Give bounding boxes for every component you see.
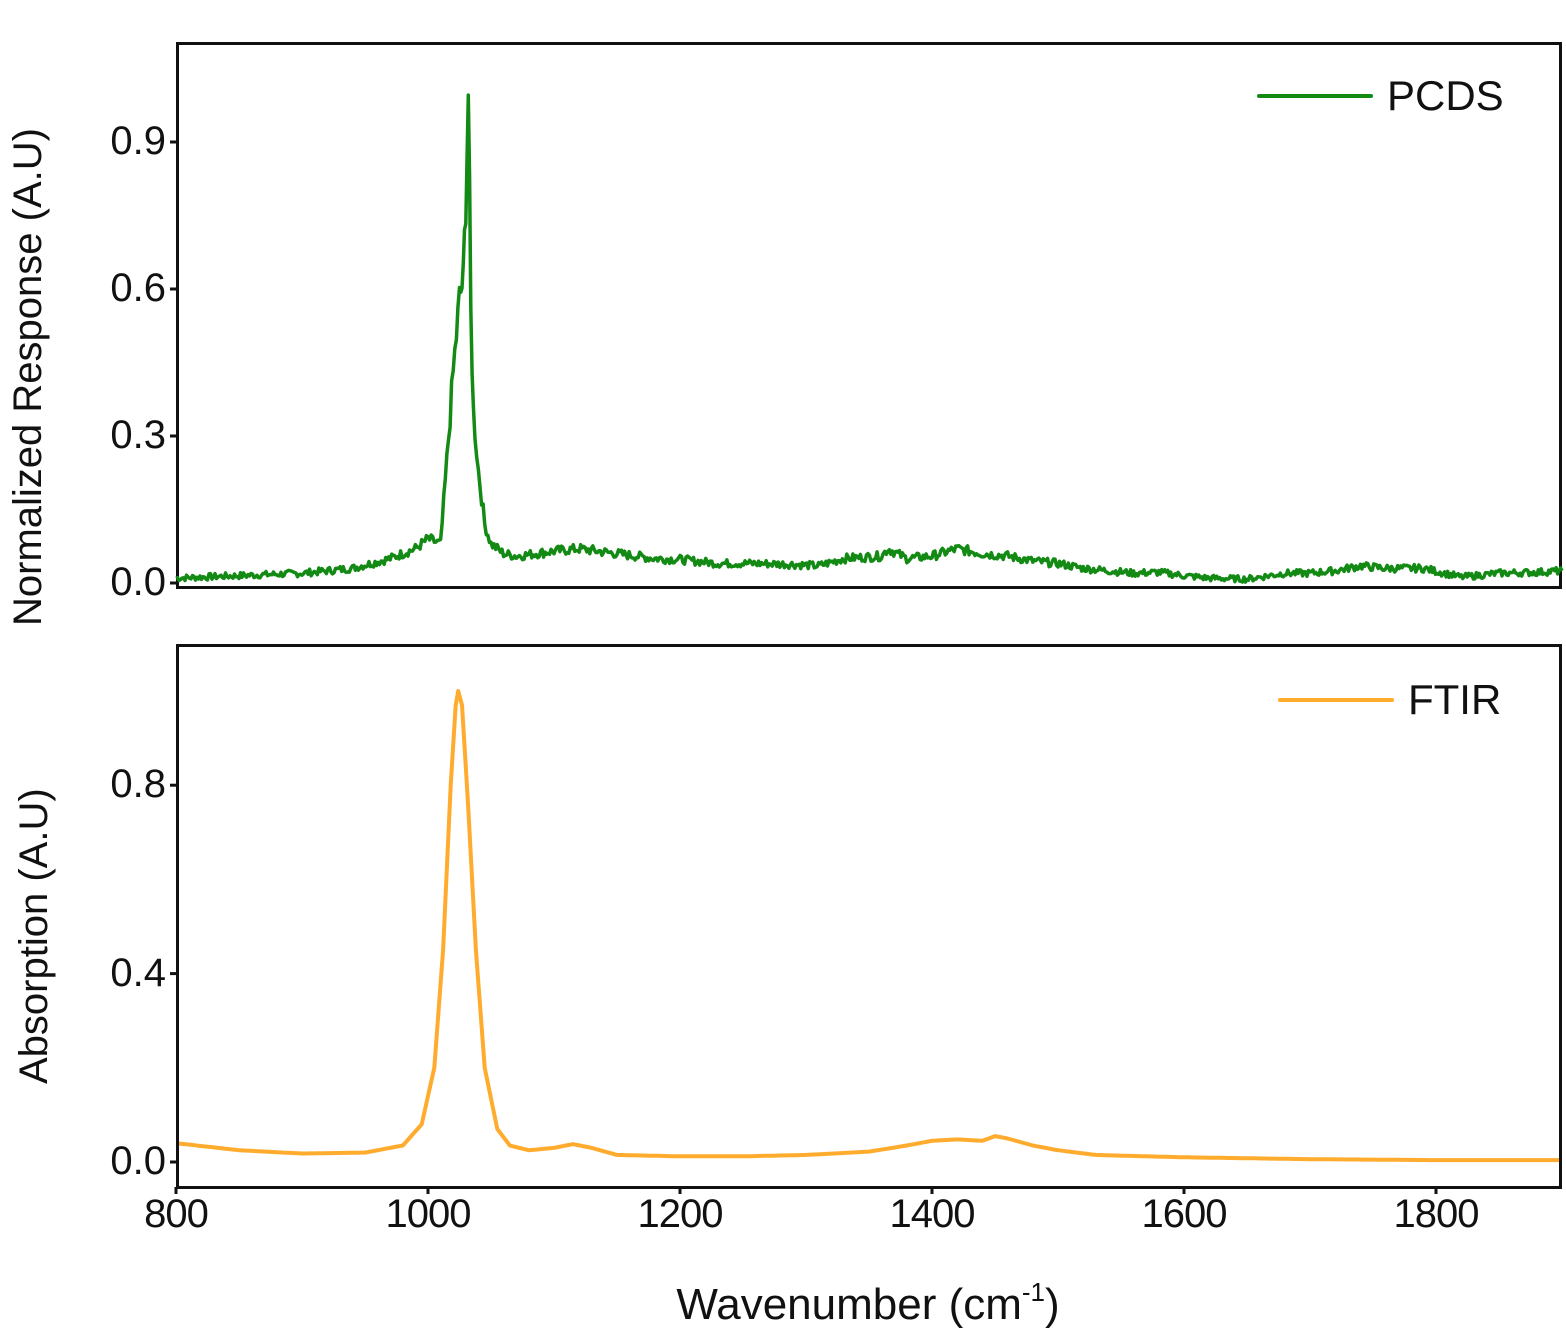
pcds-line	[175, 93, 1564, 584]
ftir-legend: FTIR	[1278, 676, 1501, 724]
x-tick-label: 1000	[385, 1192, 472, 1236]
x-axis-label: Wavenumber (cm-1)	[0, 1262, 1566, 1335]
ftir-legend-label: FTIR	[1408, 676, 1502, 723]
x-tick-label: 1200	[637, 1192, 724, 1236]
y-tick-label: 0.9	[110, 119, 166, 163]
x-axis-label-close: )	[1045, 1280, 1060, 1329]
y-tick-label: 0.6	[110, 266, 166, 310]
pcds-plot-area	[176, 42, 1562, 589]
bottom-y-axis-label: Absorption (A.U)	[12, 788, 56, 1084]
y-tick-label: 0.0	[110, 1139, 166, 1183]
y-tick-label: 0.4	[110, 950, 166, 995]
ftir-line	[175, 689, 1562, 1163]
x-tick-label: 1600	[1141, 1192, 1228, 1236]
y-tick-label: 0.3	[110, 413, 166, 457]
ftir-legend-swatch	[1278, 698, 1394, 702]
x-tick-label: 1400	[889, 1192, 976, 1236]
pcds-legend: PCDS	[1257, 72, 1504, 120]
x-axis-label-superscript: -1	[1021, 1277, 1046, 1307]
x-tick-label: 1800	[1393, 1192, 1480, 1236]
x-tick-label: 800	[144, 1192, 209, 1236]
y-tick-label: 0.0	[110, 560, 166, 604]
top-y-axis-label: Normalized Response (A.U)	[6, 128, 50, 626]
ftir-plot-area	[176, 644, 1562, 1189]
pcds-legend-label: PCDS	[1387, 72, 1504, 119]
pcds-legend-swatch	[1257, 94, 1373, 98]
y-tick-label: 0.8	[110, 762, 166, 807]
x-axis-label-text: Wavenumber (cm	[676, 1280, 1022, 1329]
